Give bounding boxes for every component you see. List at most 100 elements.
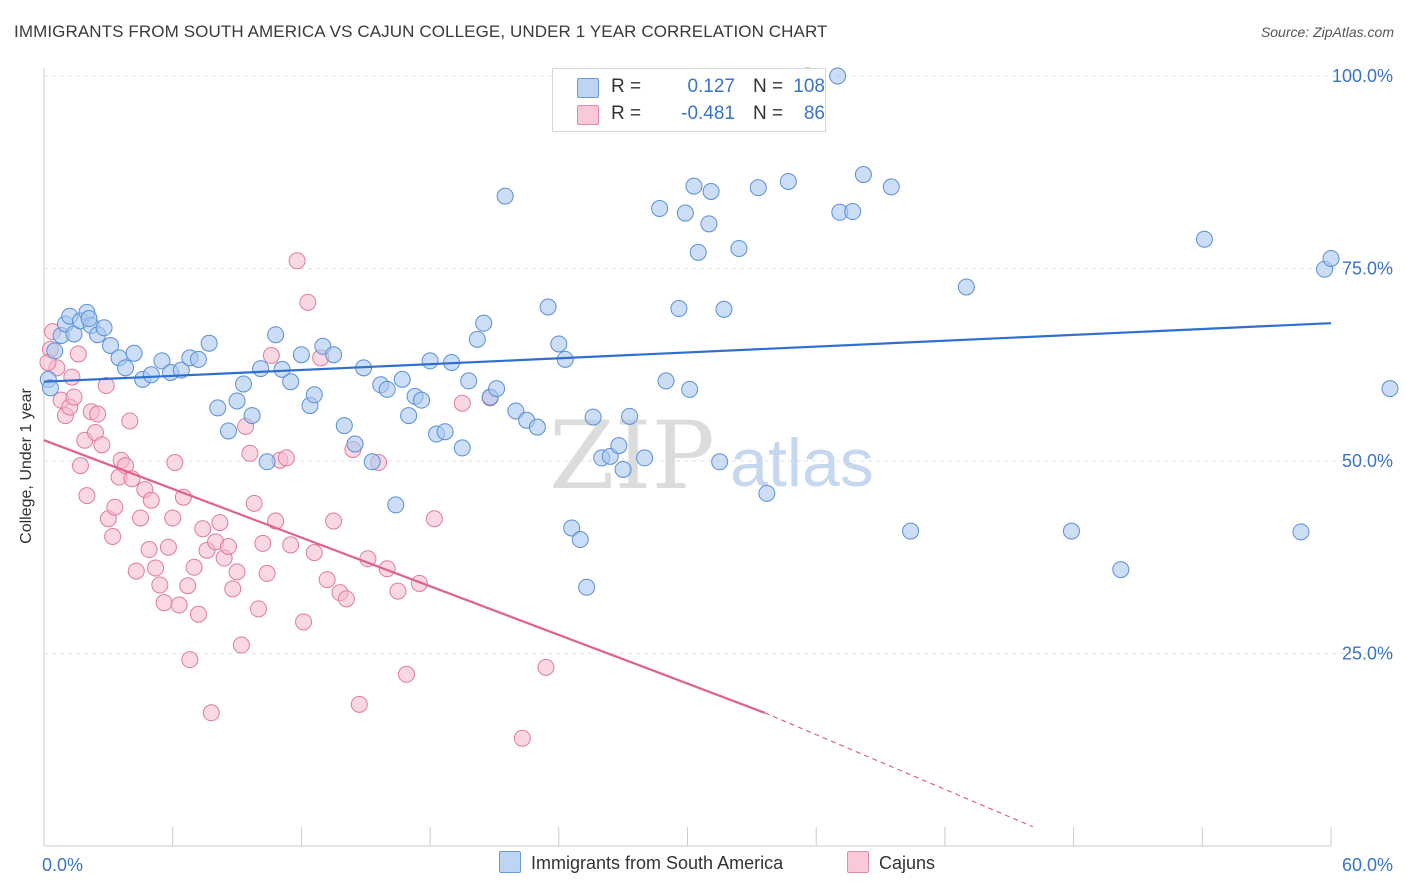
cajun-point — [267, 512, 285, 530]
bottom-legend-label-cajuns: Cajuns — [879, 853, 936, 873]
cajun-point — [378, 560, 396, 578]
immigrant-point — [325, 346, 343, 364]
legend-r-value: 0.127 — [687, 76, 735, 97]
cajun-point — [219, 537, 237, 555]
chart-title: IMMIGRANTS FROM SOUTH AMERICA VS CAJUN C… — [14, 22, 828, 41]
cajun-point — [282, 536, 300, 554]
immigrant-point — [578, 578, 596, 596]
legend-swatch-pink — [577, 105, 599, 125]
immigrants-points — [39, 67, 1399, 596]
immigrant-point — [1062, 522, 1080, 540]
cajuns-trend-extension — [764, 712, 1034, 828]
cajun-point — [389, 582, 407, 600]
immigrant-point — [393, 370, 411, 388]
cajun-point — [147, 559, 165, 577]
immigrant-point — [267, 326, 285, 344]
cajun-point — [325, 512, 343, 530]
immigrant-point — [571, 531, 589, 549]
cajun-point — [155, 594, 173, 612]
legend-n-label: N = — [753, 76, 784, 97]
x-tick-label: 0.0% — [42, 855, 83, 875]
immigrants-trend-line — [43, 322, 1332, 383]
immigrant-point — [715, 300, 733, 318]
immigrant-point — [844, 203, 862, 221]
immigrant-point — [614, 460, 632, 478]
cajun-point — [71, 457, 89, 475]
immigrant-point — [496, 187, 514, 205]
immigrant-point — [234, 375, 252, 393]
y-tick-label: 75.0% — [1342, 259, 1393, 279]
legend-n-value: 86 — [803, 103, 825, 124]
immigrant-point — [681, 380, 699, 398]
legend-n-value: 108 — [793, 76, 825, 97]
cajun-point — [166, 454, 184, 472]
cajun-point — [232, 636, 250, 654]
immigrant-point — [142, 366, 160, 384]
immigrant-point — [550, 335, 568, 353]
immigrant-point — [1112, 561, 1130, 579]
immigrant-point — [610, 437, 628, 455]
immigrant-point — [488, 380, 506, 398]
cajun-point — [350, 695, 368, 713]
immigrant-point — [779, 172, 797, 190]
immigrant-point — [363, 453, 381, 471]
cajun-point — [224, 580, 242, 598]
y-tick-label: 50.0% — [1342, 451, 1393, 471]
cajun-point — [211, 514, 229, 532]
immigrant-point — [882, 178, 900, 196]
cajuns-trend-line — [43, 439, 766, 714]
immigrant-point — [436, 423, 454, 441]
cajun-point — [288, 252, 306, 270]
immigrant-point — [702, 183, 720, 200]
cajun-point — [174, 488, 192, 506]
immigrant-point — [200, 334, 218, 352]
immigrant-point — [189, 350, 207, 368]
cajun-point — [69, 345, 87, 363]
immigrant-point — [413, 391, 431, 409]
immigrant-point — [685, 177, 703, 195]
y-axis-label: College, Under 1 year — [18, 388, 35, 544]
immigrant-point — [711, 453, 729, 471]
legend-n-label: N = — [753, 103, 784, 124]
immigrant-point — [854, 166, 872, 184]
axes — [43, 68, 1332, 847]
cajun-point — [337, 590, 355, 608]
bottom-legend-swatch-blue — [499, 851, 521, 873]
immigrant-point — [46, 342, 64, 360]
immigrant-point — [219, 422, 237, 440]
cajun-point — [179, 577, 197, 595]
cajun-point — [189, 605, 207, 623]
cajun-point — [262, 347, 280, 365]
immigrant-point — [305, 386, 323, 404]
bottom-legend-cajuns: Cajuns — [847, 851, 935, 874]
y-tick-label: 100.0% — [1332, 66, 1393, 86]
cajun-point — [159, 538, 177, 556]
grid-lines — [44, 75, 1392, 654]
bottom-legend-swatch-pink — [847, 851, 869, 873]
cajun-point — [78, 487, 96, 505]
cajun-point — [513, 729, 531, 747]
immigrant-point — [400, 407, 418, 425]
immigrant-point — [125, 344, 143, 362]
cajun-point — [121, 412, 139, 430]
immigrant-point — [1195, 230, 1213, 248]
immigrant-point — [421, 352, 439, 370]
immigrant-point — [41, 379, 59, 397]
cajun-point — [245, 494, 263, 512]
cajun-point — [142, 491, 160, 509]
cajun-point — [250, 600, 267, 618]
cajun-point — [425, 510, 443, 528]
immigrant-point — [387, 496, 405, 514]
legend-r-label: R = — [611, 103, 642, 124]
cajun-point — [164, 509, 182, 527]
legend-swatch-blue — [577, 78, 599, 98]
immigrant-point — [80, 310, 98, 328]
cajun-point — [254, 534, 272, 552]
cajun-point — [140, 541, 158, 559]
immigrant-point — [563, 519, 581, 537]
immigrant-point — [243, 407, 261, 425]
legend-r-label: R = — [611, 76, 642, 97]
cajun-point — [299, 293, 317, 311]
immigrant-point — [676, 204, 694, 222]
